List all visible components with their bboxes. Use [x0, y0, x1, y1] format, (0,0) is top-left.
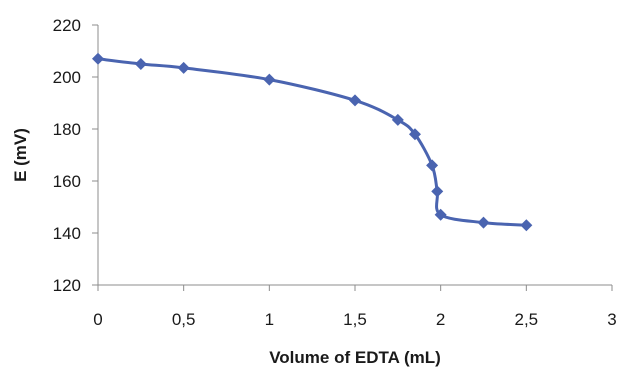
series-line: [97, 57, 527, 227]
y-tick-label: 200: [53, 68, 81, 87]
data-point-marker: [434, 208, 447, 221]
data-point-marker: [426, 159, 439, 172]
data-point-marker: [92, 52, 104, 65]
y-axis-title: E (mV): [11, 128, 30, 182]
x-axis-title: Volume of EDTA (mL): [269, 348, 441, 367]
x-axis-ticks: 0 0,5 1 1,5 2 2,5 3: [93, 285, 617, 329]
y-tick-label: 140: [53, 224, 81, 243]
data-point-marker: [349, 94, 361, 107]
x-tick-label: 0: [93, 310, 102, 329]
x-tick-label: 1,5: [343, 310, 367, 329]
x-tick-label: 2: [436, 310, 445, 329]
data-point-marker: [408, 128, 421, 141]
data-point-marker: [477, 216, 490, 229]
x-tick-label: 3: [607, 310, 616, 329]
data-point-marker: [134, 58, 147, 70]
y-tick-label: 120: [53, 276, 81, 295]
x-tick-label: 1: [265, 310, 274, 329]
data-point-marker: [263, 73, 276, 86]
x-tick-label: 2,5: [515, 310, 539, 329]
y-tick-label: 180: [53, 120, 81, 139]
y-tick-label: 220: [53, 16, 81, 35]
data-point-marker: [177, 61, 190, 74]
y-axis-ticks: 120 140 160 180 200 220: [53, 16, 98, 295]
y-tick-label: 160: [53, 172, 81, 191]
series-layer: [92, 52, 533, 232]
data-point-marker: [391, 113, 404, 126]
data-point-marker: [520, 219, 533, 232]
axes: [97, 25, 612, 286]
x-tick-label: 0,5: [172, 310, 196, 329]
data-point-marker: [431, 185, 444, 198]
